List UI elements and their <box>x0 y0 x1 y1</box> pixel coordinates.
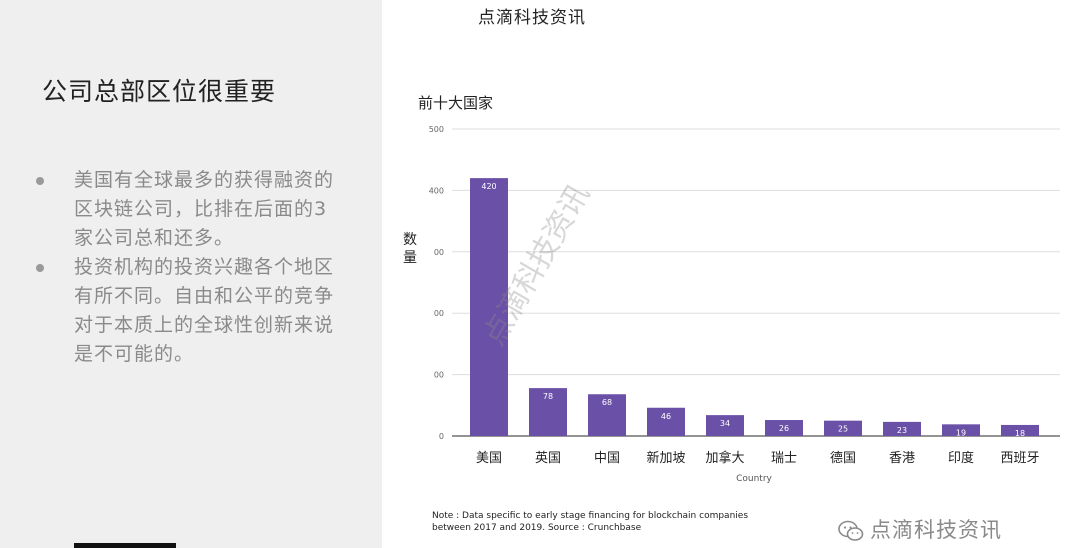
x-tick-label: 德国 <box>830 451 856 466</box>
bar-value-label: 23 <box>897 426 907 435</box>
bullet-dot-icon <box>36 264 44 272</box>
bar <box>883 421 921 436</box>
y-tick-label: 00 <box>434 309 444 318</box>
bar <box>706 415 744 436</box>
bar-value-label: 34 <box>720 419 730 428</box>
wechat-icon <box>838 520 864 541</box>
bar <box>942 424 980 436</box>
chart-note: Note : Data specific to early stage fina… <box>432 511 749 533</box>
bottom-bar <box>74 543 176 548</box>
bar-value-label: 46 <box>661 412 671 421</box>
x-tick-label: 英国 <box>535 451 561 466</box>
x-tick-label: 加拿大 <box>705 450 744 466</box>
bar <box>470 178 508 436</box>
x-tick-label: 美国 <box>476 451 502 466</box>
bullet-text: 美国有全球最多的获得融资的区块链公司，比排在后面的3家公司总和还多。 <box>74 169 335 249</box>
y-tick-label: 400 <box>429 186 444 195</box>
bar-value-label: 25 <box>838 425 848 434</box>
y-tick-label: 00 <box>434 248 444 257</box>
bar <box>765 420 803 436</box>
bullet-item: 投资机构的投资兴趣各个地区有所不同。自由和公平的竞争对于本质上的全球性创新来说是… <box>36 253 336 369</box>
x-tick-label: 印度 <box>948 450 974 466</box>
left-panel: 公司总部区位很重要 美国有全球最多的获得融资的区块链公司，比排在后面的3家公司总… <box>0 0 382 548</box>
header-title: 点滴科技资讯 <box>478 8 586 28</box>
bar-value-label: 68 <box>602 398 612 407</box>
bar <box>647 407 685 436</box>
y-axis-label: 数 <box>403 232 417 248</box>
bar-value-label: 78 <box>543 392 553 401</box>
bar <box>824 420 862 436</box>
bar-chart: 前十大国家0000000400500数量420美国78英国68中国46新加坡34… <box>403 94 1060 484</box>
bar-value-label: 19 <box>956 428 966 437</box>
bar-value-label: 420 <box>481 182 496 191</box>
y-tick-label: 0 <box>439 432 444 441</box>
bullet-list: 美国有全球最多的获得融资的区块链公司，比排在后面的3家公司总和还多。 投资机构的… <box>36 166 336 369</box>
x-axis-label: Country <box>736 474 772 484</box>
x-tick-label: 瑞士 <box>771 451 797 466</box>
bullet-text: 投资机构的投资兴趣各个地区有所不同。自由和公平的竞争对于本质上的全球性创新来说是… <box>74 256 335 365</box>
bottom-watermark-text: 点滴科技资讯 <box>870 518 1002 542</box>
x-tick-label: 香港 <box>889 451 915 466</box>
bar-value-label: 18 <box>1015 429 1025 438</box>
bar <box>588 394 626 436</box>
bar-value-label: 26 <box>779 424 789 433</box>
y-tick-label: 500 <box>429 125 444 134</box>
slide-title: 公司总部区位很重要 <box>42 77 277 106</box>
bullet-dot-icon <box>36 177 44 185</box>
chart-title: 前十大国家 <box>418 94 493 112</box>
x-tick-label: 中国 <box>594 451 620 466</box>
y-tick-label: 00 <box>434 371 444 380</box>
bottom-watermark: 点滴科技资讯 <box>840 514 1002 544</box>
x-tick-label: 西班牙 <box>1000 451 1039 466</box>
bar <box>1001 424 1039 436</box>
x-tick-label: 新加坡 <box>646 450 685 466</box>
bullet-item: 美国有全球最多的获得融资的区块链公司，比排在后面的3家公司总和还多。 <box>36 166 336 253</box>
bar <box>529 388 567 436</box>
y-axis-label: 量 <box>403 250 417 266</box>
